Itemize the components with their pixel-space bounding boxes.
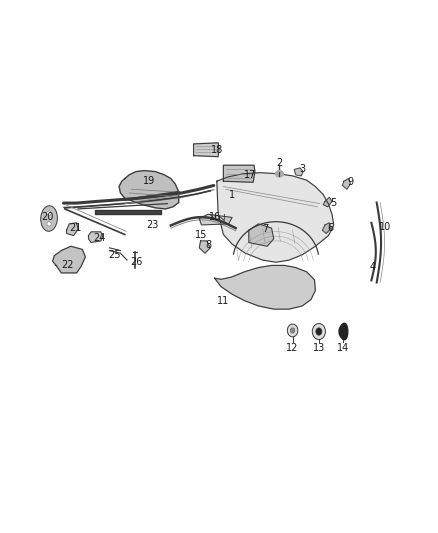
Polygon shape: [322, 223, 331, 233]
Polygon shape: [217, 173, 334, 262]
Text: 10: 10: [379, 222, 392, 231]
Text: 3: 3: [299, 164, 305, 174]
Circle shape: [287, 324, 298, 337]
Polygon shape: [53, 246, 85, 273]
Text: 13: 13: [313, 343, 325, 352]
Polygon shape: [199, 241, 210, 253]
Circle shape: [316, 328, 322, 335]
Circle shape: [290, 328, 295, 333]
Polygon shape: [119, 171, 179, 209]
Text: 23: 23: [146, 220, 159, 230]
Text: 21: 21: [69, 223, 81, 233]
Text: 4: 4: [369, 262, 375, 271]
Polygon shape: [194, 143, 219, 157]
Ellipse shape: [47, 211, 51, 215]
Text: 17: 17: [244, 170, 257, 180]
Text: 5: 5: [330, 198, 336, 207]
Polygon shape: [88, 232, 103, 243]
Text: 20: 20: [41, 212, 53, 222]
Text: 11: 11: [217, 296, 230, 306]
Text: 16: 16: [209, 213, 222, 222]
Text: 6: 6: [328, 223, 334, 233]
Polygon shape: [323, 197, 332, 207]
Polygon shape: [199, 214, 232, 225]
Circle shape: [312, 324, 325, 340]
Polygon shape: [249, 224, 274, 246]
Text: 14: 14: [337, 343, 350, 352]
Text: 9: 9: [347, 177, 353, 187]
Polygon shape: [67, 223, 78, 236]
Text: 22: 22: [62, 260, 74, 270]
Polygon shape: [223, 165, 255, 182]
Text: 15: 15: [195, 230, 208, 239]
Polygon shape: [215, 265, 315, 309]
Text: 1: 1: [229, 190, 235, 199]
Text: 26: 26: [131, 257, 143, 267]
Polygon shape: [343, 179, 350, 189]
Text: 7: 7: [262, 224, 268, 234]
Text: 25: 25: [109, 250, 121, 260]
Text: 24: 24: [94, 233, 106, 243]
Ellipse shape: [47, 222, 51, 226]
Polygon shape: [339, 324, 348, 340]
Polygon shape: [294, 168, 303, 176]
Text: 2: 2: [276, 158, 283, 167]
Ellipse shape: [41, 206, 57, 231]
Text: 12: 12: [286, 343, 299, 352]
Text: 8: 8: [205, 240, 211, 250]
Text: 19: 19: [143, 176, 155, 186]
Ellipse shape: [276, 171, 283, 177]
Text: 18: 18: [211, 146, 223, 155]
